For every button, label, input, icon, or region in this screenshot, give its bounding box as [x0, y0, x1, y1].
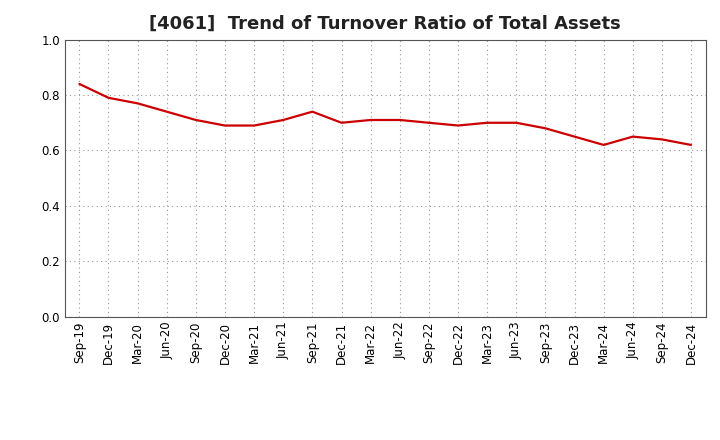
Title: [4061]  Trend of Turnover Ratio of Total Assets: [4061] Trend of Turnover Ratio of Total …	[149, 15, 621, 33]
